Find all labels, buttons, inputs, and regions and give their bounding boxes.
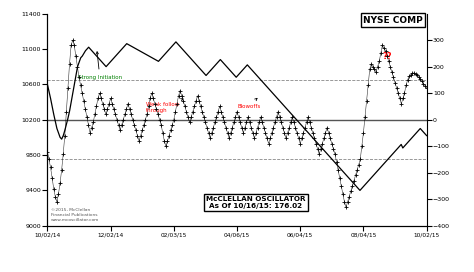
Text: McCLELLAN OSCILLATOR
As Of 10/16/15: 176.02: McCLELLAN OSCILLATOR As Of 10/16/15: 176… — [206, 196, 306, 209]
Text: Weak follow
through: Weak follow through — [146, 99, 183, 113]
Text: Strong Initiation: Strong Initiation — [78, 52, 122, 80]
Text: ©2015, McClellan
Financial Publications
www.mcoscillator.com: ©2015, McClellan Financial Publications … — [51, 208, 100, 221]
Text: Blowoffs: Blowoffs — [237, 98, 260, 109]
Text: NYSE COMP: NYSE COMP — [363, 16, 423, 25]
Text: ??: ?? — [382, 51, 392, 61]
